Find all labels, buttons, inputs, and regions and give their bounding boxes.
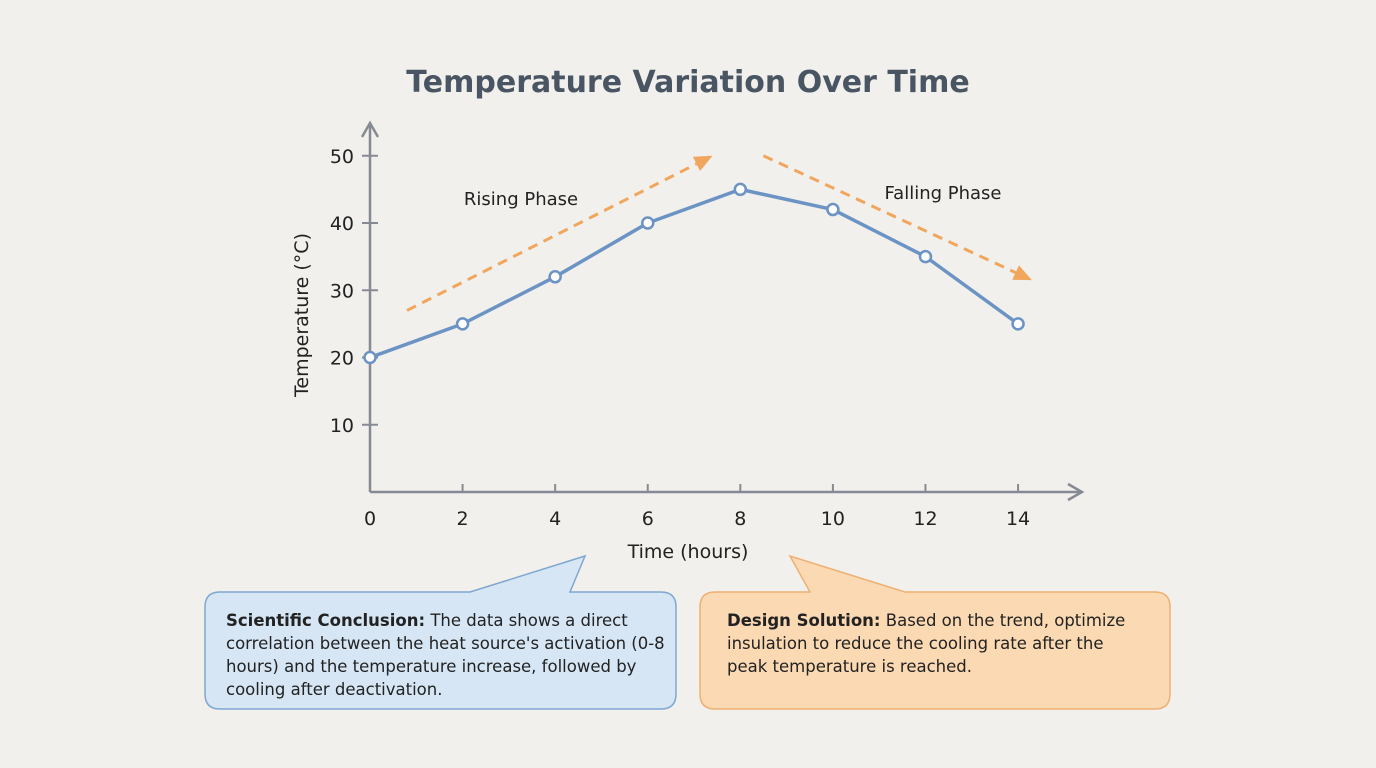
series-line: [363, 182, 1025, 365]
y-axis-arrow-icon: [360, 120, 380, 138]
ticks: 0 2 4 6 8 10 12 14 10 20 30 40 50: [330, 146, 1030, 530]
axes: [360, 120, 1085, 502]
x-tick-label: 14: [1006, 508, 1030, 530]
data-point: [918, 249, 933, 264]
trend-line-1: [762, 154, 1017, 274]
x-axis-label: Time (hours): [627, 541, 749, 563]
data-point: [826, 202, 840, 217]
design-body: Based on the trend, optimize insulation …: [727, 611, 1126, 676]
conclusion-callout-shape: [204, 554, 677, 710]
x-tick-label: 4: [549, 508, 561, 530]
rising-phase-label: Rising Phase: [464, 189, 578, 210]
y-tick-label: 30: [330, 280, 354, 302]
data-point: [455, 317, 470, 331]
trend-arrows: [406, 154, 1032, 312]
y-tick-label: 50: [330, 146, 354, 168]
y-axis-label: Temperature (°C): [291, 233, 313, 398]
chart-title: Temperature Variation Over Time: [406, 65, 969, 100]
data-point: [363, 350, 377, 365]
y-tick-label: 20: [330, 348, 354, 370]
design-solution-callout: Design Solution: Based on the trend, opt…: [727, 609, 1147, 678]
falling-phase-label: Falling Phase: [884, 183, 1001, 204]
design-heading: Design Solution:: [727, 611, 881, 630]
x-tick-label: 8: [734, 508, 746, 530]
y-tick-label: 40: [330, 213, 354, 235]
scientific-conclusion-callout: Scientific Conclusion: The data shows a …: [226, 609, 671, 701]
data-line: [369, 187, 1020, 360]
data-point: [548, 270, 562, 284]
x-tick-label: 6: [642, 508, 654, 530]
trend-arrowhead-icon: [692, 155, 713, 172]
y-tick-label: 10: [330, 415, 354, 437]
trend-arrowhead-icon: [1012, 265, 1032, 281]
conclusion-heading: Scientific Conclusion:: [226, 611, 426, 630]
x-tick-label: 0: [364, 508, 376, 530]
x-axis-arrow-icon: [1067, 482, 1085, 502]
x-tick-label: 10: [821, 508, 845, 530]
data-point: [733, 182, 748, 197]
conclusion-body: The data shows a direct correlation betw…: [226, 611, 665, 699]
design-callout-shape: [699, 554, 1171, 710]
x-tick-label: 2: [457, 508, 469, 530]
data-point: [1011, 317, 1025, 331]
trend-line-0: [406, 162, 698, 312]
data-point: [640, 216, 655, 230]
x-tick-label: 12: [913, 508, 937, 530]
